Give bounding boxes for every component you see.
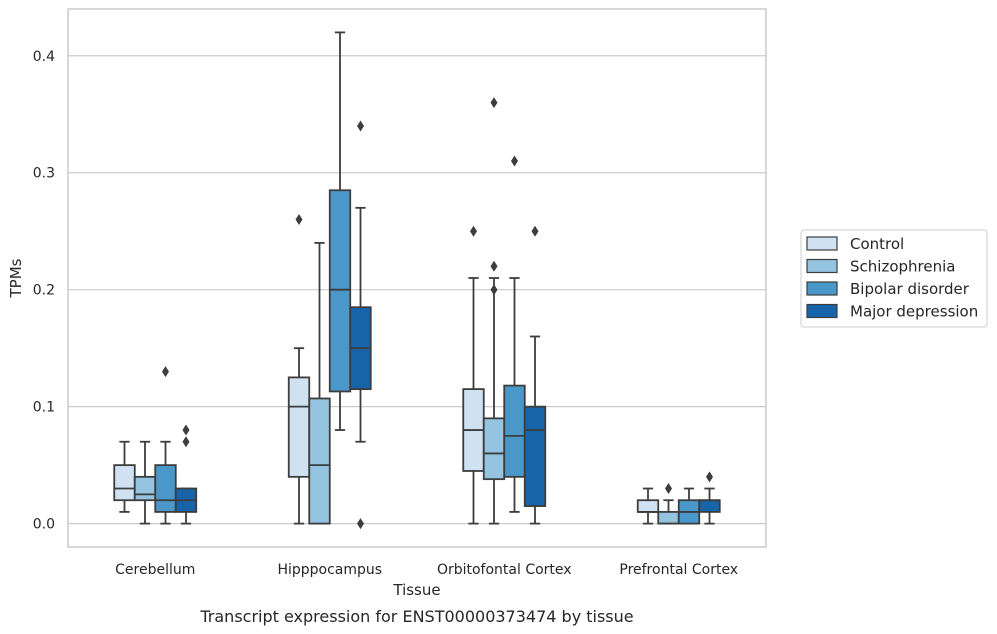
outlier-point <box>490 97 498 109</box>
legend-label: Major depression <box>850 303 978 321</box>
box-plot-series <box>113 31 721 530</box>
outlier-point <box>182 424 190 436</box>
outlier-point <box>706 471 713 483</box>
box <box>154 464 177 513</box>
y-tick-label: 0.1 <box>33 400 55 416</box>
y-tick-label: 0.2 <box>33 283 55 299</box>
outlier-point <box>357 120 364 132</box>
box <box>482 417 506 481</box>
x-tick-label: Cerebellum <box>115 562 195 578</box>
x-axis-ticks: Cerebellum Hipppocampus Orbitofontal Corte… <box>115 562 738 578</box>
box <box>133 475 157 502</box>
box <box>287 376 311 478</box>
outlier-point <box>295 214 303 226</box>
chart-caption: Transcript expression for ENST0000037347… <box>199 607 633 626</box>
outlier-point <box>531 225 539 237</box>
x-tick-label: Hipppocampus <box>277 562 382 578</box>
plot-frame <box>67 8 767 548</box>
y-axis-ticks: 0.0 0.1 0.2 0.3 0.4 <box>33 49 55 533</box>
outlier-point <box>182 436 190 448</box>
y-axis-label: TPMs <box>7 258 25 298</box>
x-tick-label: Prefrontal Cortex <box>619 562 738 578</box>
y-tick-label: 0.0 <box>33 517 55 533</box>
legend-swatch <box>806 281 838 296</box>
outlier-point <box>511 155 518 167</box>
box <box>657 511 680 525</box>
outlier-point <box>665 483 672 495</box>
box <box>308 397 331 525</box>
x-axis-label: Tissue <box>392 581 440 599</box>
legend-swatch <box>806 303 838 319</box>
x-tick-label: Orbitofontal Cortex <box>437 562 572 578</box>
box <box>636 499 660 513</box>
legend-frame <box>800 229 988 328</box>
outlier-point <box>490 260 498 272</box>
legend-label: Schizophrenia <box>850 258 955 276</box>
legend-label: Bipolar disorder <box>850 280 970 298</box>
legend-swatch <box>806 236 838 251</box>
outlier-point <box>470 225 477 237</box>
y-tick-label: 0.3 <box>33 166 55 182</box>
legend: Control Schizophrenia Bipolar disorder Majo… <box>800 229 988 328</box>
legend-swatch <box>806 258 838 274</box>
outlier-point <box>357 518 364 530</box>
box <box>523 405 547 507</box>
grid-lines <box>68 55 766 525</box>
legend-label: Control <box>850 235 904 253</box>
outlier-point <box>490 284 498 296</box>
box <box>328 189 352 393</box>
box <box>698 499 721 513</box>
box <box>503 384 526 478</box>
outlier-point <box>162 366 169 378</box>
y-tick-label: 0.4 <box>33 49 55 65</box>
box <box>113 464 136 502</box>
